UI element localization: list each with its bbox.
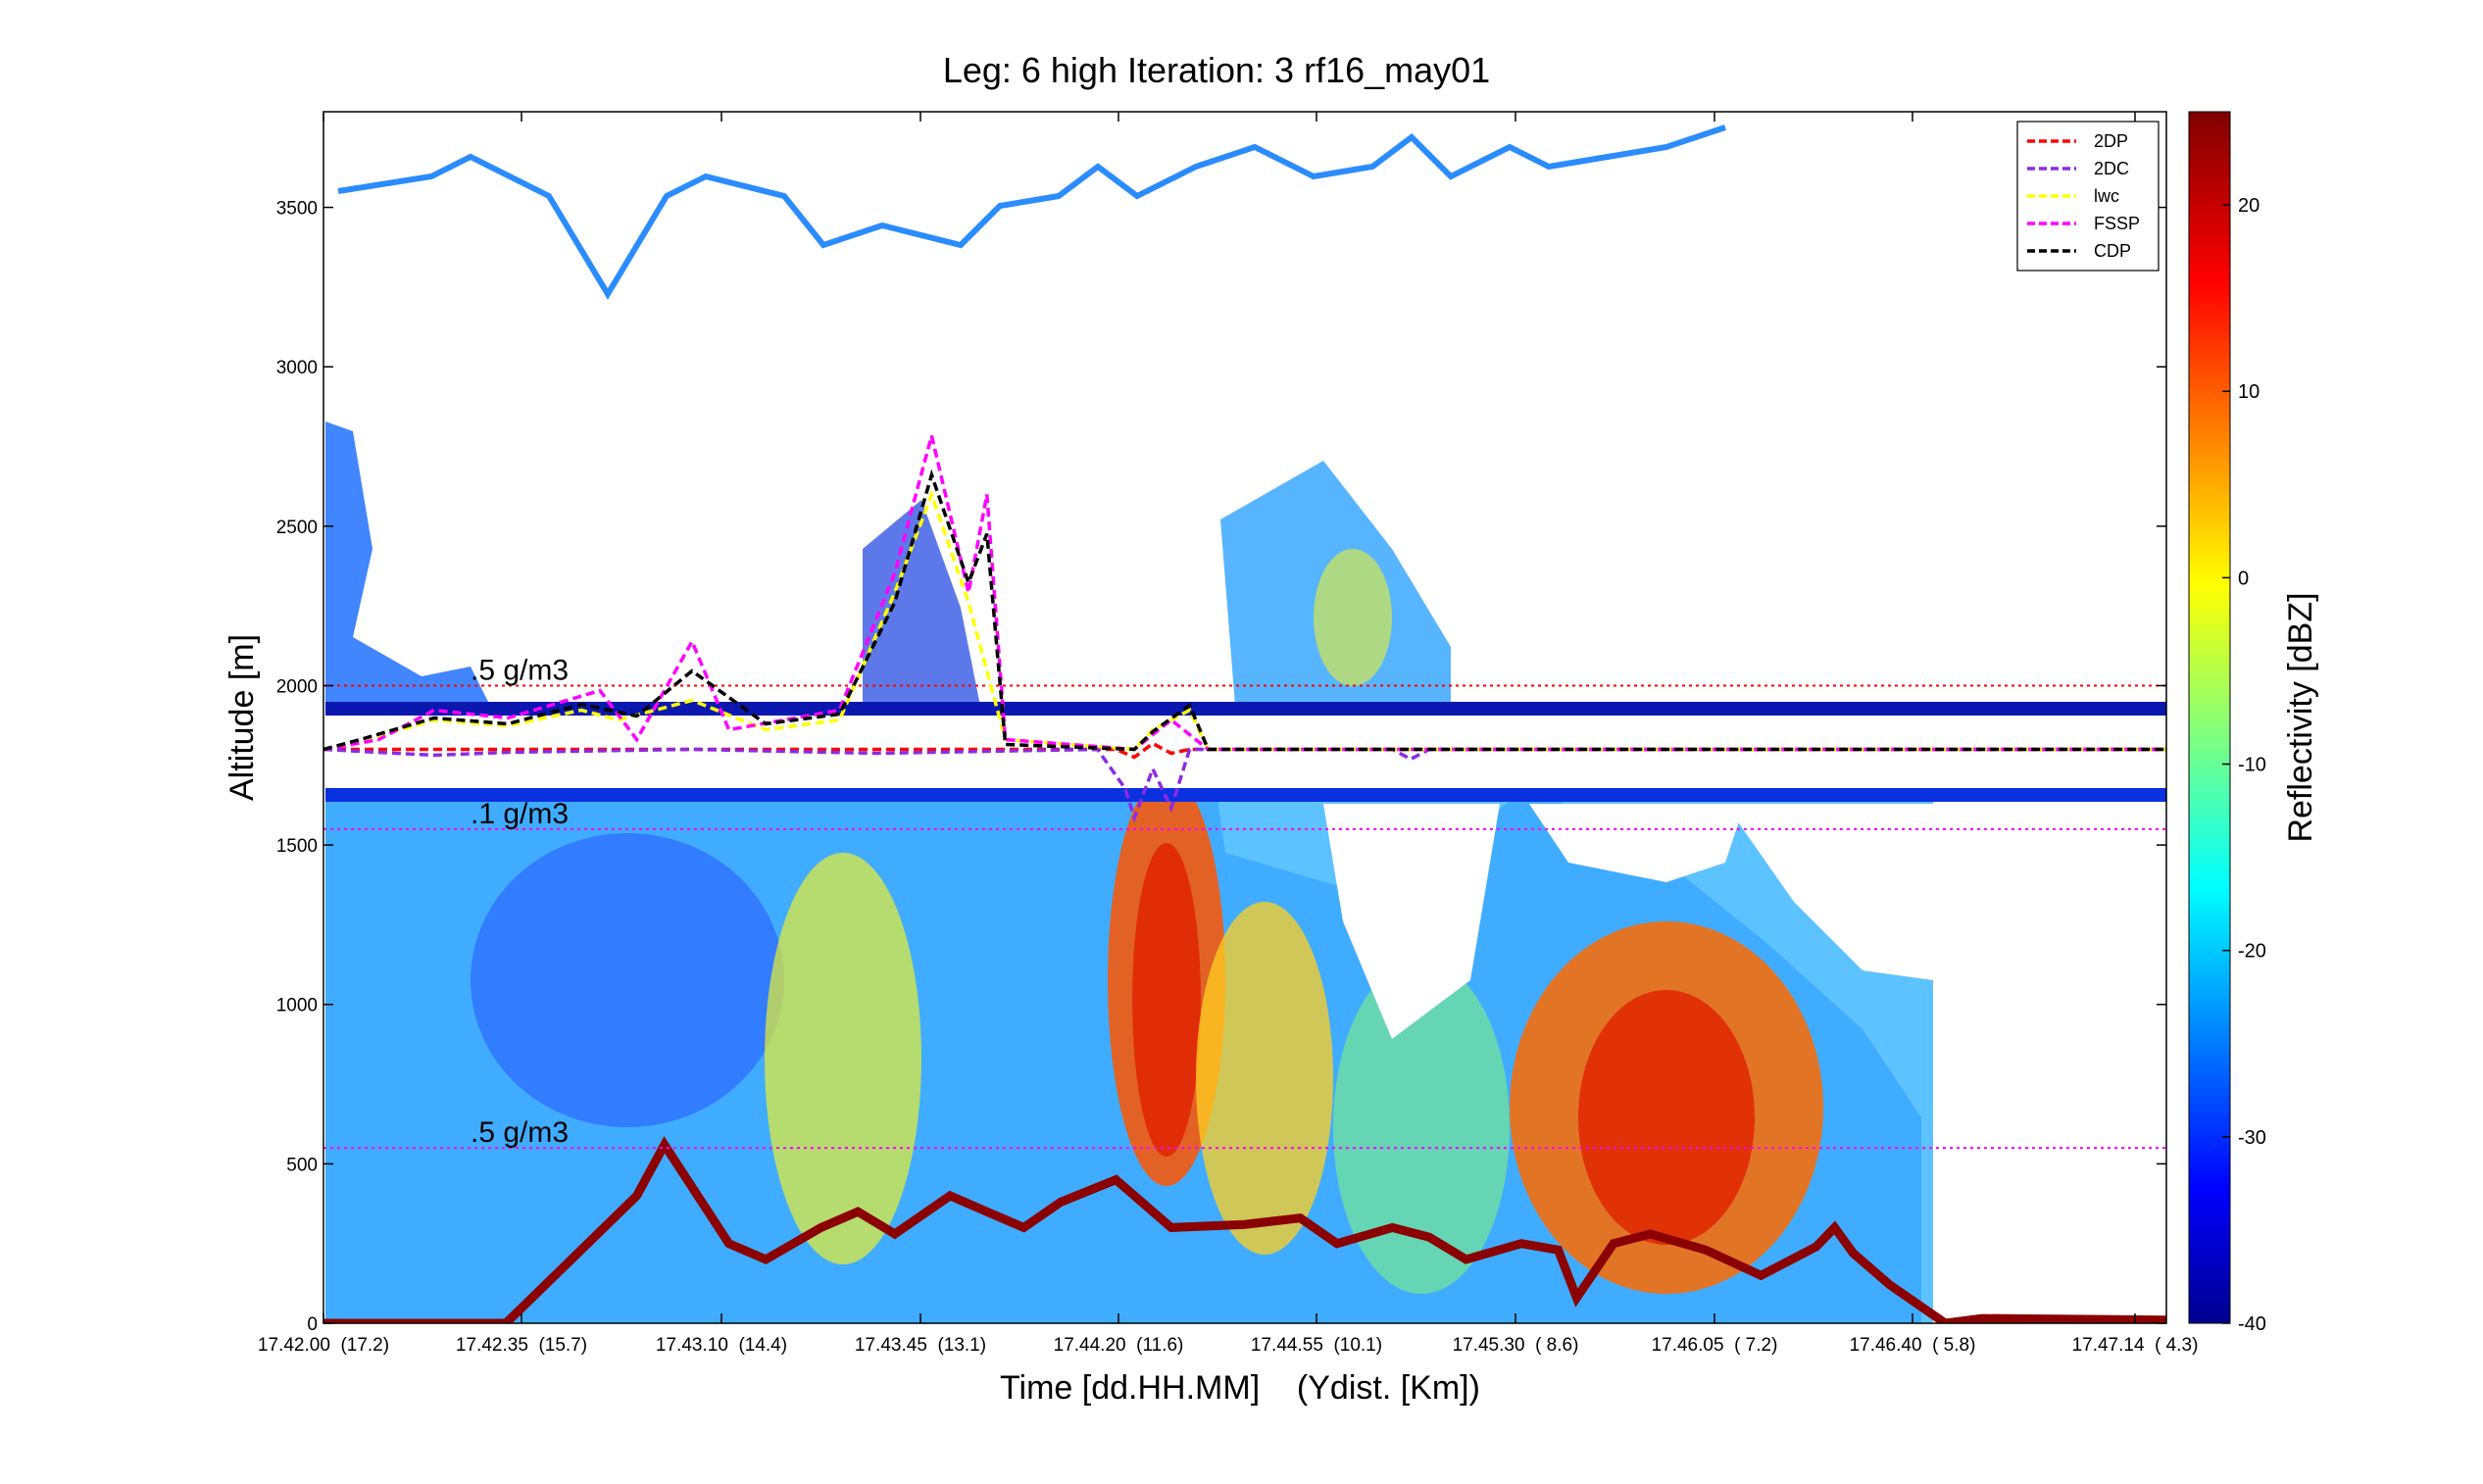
upper-cloud-mid (863, 500, 980, 706)
x-tick-label: 17.42.35 (15.7) (456, 1335, 587, 1356)
green-band (1333, 961, 1510, 1294)
annotation-label: .1 g/m3 (471, 798, 569, 830)
x-tick-label: 17.42.00 (17.2) (258, 1335, 389, 1356)
flight-band-gap-upper (325, 717, 2166, 751)
colorbar-tick-label: -40 (2238, 1313, 2266, 1335)
y-tick-label: 2500 (276, 518, 318, 538)
annotation-label: .5 g/m3 (471, 1116, 569, 1149)
annotation-label: .5 g/m3 (471, 654, 569, 686)
probe-curves (323, 435, 2166, 823)
colorbar-tick-label: -30 (2238, 1127, 2266, 1149)
legend: 2DP 2DC lwc FSSP CDP (2016, 121, 2160, 272)
colorbar-label: Reflectivity [dBZ] (2282, 592, 2319, 842)
y-tick-label: 3000 (276, 358, 318, 378)
legend-box (2016, 121, 2160, 272)
y-tick-label: 2000 (276, 676, 318, 697)
probe-curve-fssp (323, 435, 2166, 752)
lwc-annotations: .5 g/m3 .1 g/m3 .5 g/m3 (471, 654, 569, 1149)
white-gap-2 (1529, 804, 1745, 882)
legend-label: lwc (2094, 186, 2119, 206)
y-tick-label: 500 (286, 1155, 318, 1175)
y-tick-label: 3500 (276, 199, 318, 220)
colorbar-tick-label: 10 (2238, 381, 2260, 403)
reflectivity-heatmap (323, 124, 2166, 1323)
colorbar-tick-label: 20 (2238, 195, 2260, 217)
x-tick-label: 17.47.14 ( 4.3) (2072, 1335, 2199, 1356)
legend-label: 2DC (2094, 159, 2129, 178)
upper-cloud-left (325, 421, 490, 706)
y-axis-label: Altitude [m] (223, 634, 261, 801)
flight-band-gap-lower (325, 761, 2166, 788)
x-tick-label: 17.44.20 (11.6) (1054, 1335, 1184, 1356)
high-layer-trace (337, 124, 1726, 300)
colorbar-ticks: -40 -30 -20 -10 0 10 20 (2222, 195, 2266, 1335)
x-tick-label: 17.45.30 ( 8.6) (1453, 1335, 1579, 1356)
plot-frame (323, 111, 2167, 1324)
x-tick-label: 17.46.05 ( 7.2) (1652, 1335, 1778, 1356)
x-tick-label: 17.43.45 (13.1) (855, 1335, 986, 1356)
y-axis: 0 500 1000 1500 2000 2500 3000 3500 (276, 199, 2166, 1335)
x-tick-label: 17.43.10 (14.4) (656, 1335, 787, 1356)
probe-curve-cdp (323, 469, 2166, 752)
upper-cloud-core (1314, 549, 1392, 686)
y-tick-label: 1500 (276, 836, 318, 857)
legend-label: CDP (2094, 241, 2131, 261)
x-tick-label: 17.44.55 (10.1) (1251, 1335, 1382, 1356)
red-core-1-inner (1132, 843, 1201, 1157)
colorbar-tick-label: -10 (2238, 755, 2266, 776)
blue-patch-left (471, 833, 784, 1127)
reference-lines (323, 684, 2166, 1150)
probe-curve-lwc (323, 489, 2166, 752)
flight-band-lower (325, 788, 2166, 802)
yellow-band-1 (765, 853, 921, 1264)
probe-curve-2dc (323, 747, 2166, 823)
yellow-band-2 (1196, 902, 1333, 1255)
y-tick-label: 0 (307, 1314, 318, 1335)
flight-band-upper (325, 702, 2166, 716)
red-core-2-inner (1578, 990, 1755, 1245)
legend-label: FSSP (2094, 214, 2140, 233)
x-axis-label: Time [dd.HH.MM] (Ydist. [Km]) (1000, 1369, 1480, 1407)
colorbar (2188, 111, 2231, 1324)
y-tick-label: 1000 (276, 996, 318, 1016)
legend-label: 2DP (2094, 131, 2128, 151)
white-gap-1 (1323, 804, 1500, 1039)
x-axis: 17.42.00 (17.2) 17.42.35 (15.7) 17.43.10 (… (258, 112, 2199, 1356)
colorbar-tick-label: 0 (2238, 568, 2249, 589)
x-tick-label: 17.46.40 ( 5.8) (1850, 1335, 1976, 1356)
white-gap-3 (1725, 804, 1933, 980)
chart-title: Leg: 6 high Iteration: 3 rf16_may01 (943, 50, 1490, 90)
colorbar-tick-label: -20 (2238, 941, 2266, 963)
surface-return-trace (323, 1136, 2166, 1323)
